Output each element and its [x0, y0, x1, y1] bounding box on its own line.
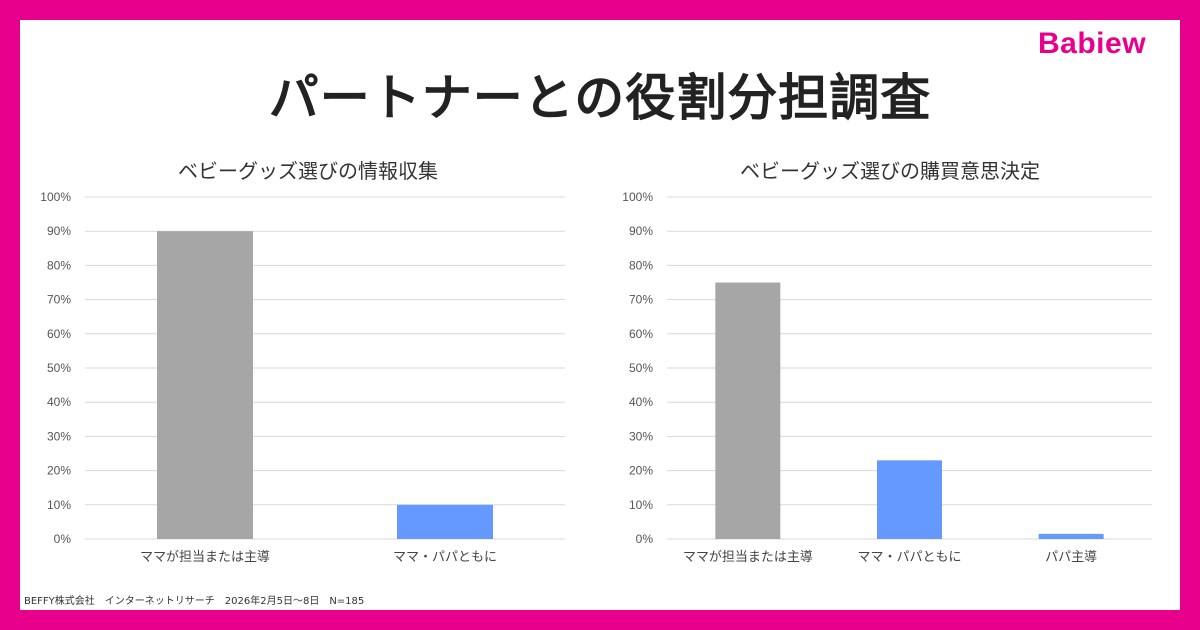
chart-title: ベビーグッズ選びの購買意思決定 — [740, 159, 1040, 183]
y-tick-label: 30% — [47, 429, 71, 443]
x-category-label: ママ・パパともに — [393, 550, 497, 565]
bar — [157, 231, 253, 539]
y-tick-label: 30% — [629, 429, 653, 443]
y-tick-label: 60% — [629, 327, 653, 341]
x-category-label: ママ・パパともに — [857, 550, 961, 565]
y-tick-label: 0% — [54, 532, 72, 546]
y-tick-label: 90% — [629, 224, 653, 238]
y-tick-label: 10% — [629, 498, 653, 512]
bar — [397, 504, 493, 539]
y-tick-label: 40% — [47, 395, 71, 409]
y-tick-label: 100% — [622, 190, 653, 204]
x-category-label: ママが担当または主導 — [683, 550, 813, 565]
babiew-logo[interactable]: Babiew — [1038, 27, 1147, 60]
page-title: パートナーとの役割分担調査 — [268, 69, 932, 127]
y-tick-label: 100% — [40, 190, 71, 204]
y-tick-label: 50% — [629, 361, 653, 375]
y-tick-label: 70% — [47, 293, 71, 307]
x-category-label: ママが担当または主導 — [140, 550, 270, 565]
footer-source-note: BEFFY株式会社 インターネットリサーチ 2026年2月5日〜8日 N=185 — [24, 596, 365, 607]
y-tick-label: 80% — [47, 258, 71, 272]
y-tick-label: 10% — [47, 498, 71, 512]
y-tick-label: 40% — [629, 395, 653, 409]
bar — [877, 460, 942, 539]
y-tick-label: 70% — [629, 293, 653, 307]
y-tick-label: 90% — [47, 224, 71, 238]
x-category-label: パパ主導 — [1045, 550, 1097, 565]
chart-title: ベビーグッズ選びの情報収集 — [178, 159, 438, 183]
y-tick-label: 80% — [629, 258, 653, 272]
y-tick-label: 0% — [636, 532, 654, 546]
y-tick-label: 20% — [629, 464, 653, 478]
bar — [715, 282, 781, 539]
y-tick-label: 50% — [47, 361, 71, 375]
bar — [1038, 533, 1104, 539]
y-tick-label: 20% — [47, 464, 71, 478]
y-tick-label: 60% — [47, 327, 71, 341]
